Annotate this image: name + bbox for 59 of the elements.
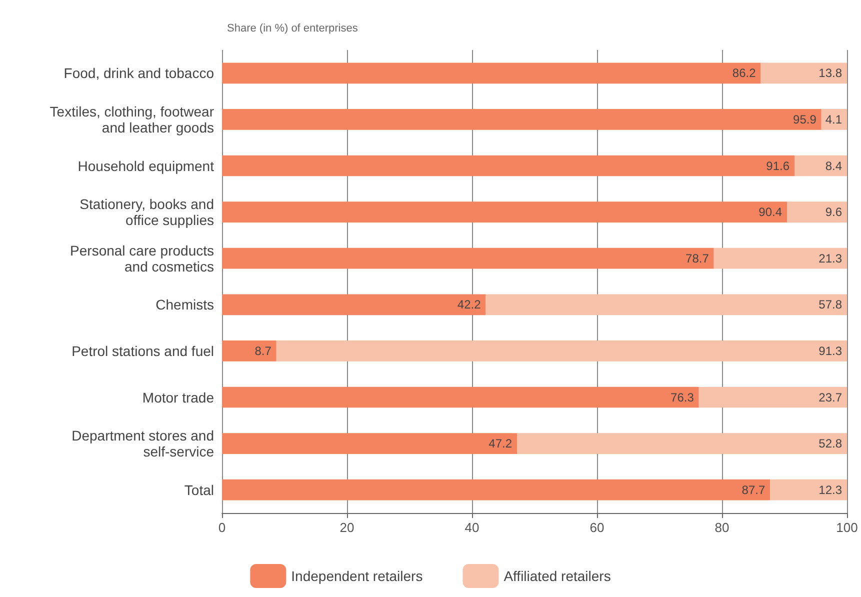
data-label: 87.7 <box>742 482 766 497</box>
x-tick-label: 100 <box>836 520 858 535</box>
data-label: 90.4 <box>758 205 782 220</box>
bar <box>222 202 787 222</box>
bar <box>770 479 847 500</box>
data-label: 76.3 <box>670 390 694 404</box>
data-label: 8.7 <box>254 344 272 358</box>
bar <box>698 386 847 408</box>
bar <box>787 202 847 222</box>
bar <box>222 248 714 269</box>
chart-subtitle: Share (in %) of enterprises <box>227 22 358 34</box>
y-tick-label: Stationery, books and office supplies <box>80 196 214 228</box>
y-tick-label: Chemists <box>156 296 214 313</box>
data-label: 13.8 <box>818 66 842 80</box>
bar <box>714 248 847 269</box>
bar <box>222 340 276 362</box>
data-label: 23.7 <box>818 390 842 404</box>
data-label: 12.3 <box>818 482 842 497</box>
data-label: 86.2 <box>732 66 756 80</box>
bar <box>486 294 847 316</box>
data-label: 4.1 <box>825 112 842 126</box>
y-tick-label: Petrol stations and fuel <box>72 342 214 359</box>
data-label: 91.6 <box>766 158 790 173</box>
data-label: 8.4 <box>825 158 842 173</box>
x-tick-label: 20 <box>340 520 354 535</box>
y-tick-label: Department stores and self-service <box>72 428 214 460</box>
bar <box>517 433 847 454</box>
data-label: 42.2 <box>457 298 482 312</box>
x-tick-label: 0 <box>218 520 226 535</box>
bar <box>222 155 794 176</box>
y-tick-label: Food, drink and tobacco <box>64 65 214 82</box>
data-label: 52.8 <box>818 436 842 451</box>
y-tick-label: Personal care products and cosmetics <box>70 242 214 274</box>
data-label: 47.2 <box>488 436 512 451</box>
x-tick-label: 60 <box>590 520 604 535</box>
legend-label: Independent retailers <box>291 568 423 584</box>
bar <box>222 294 486 316</box>
data-label: 9.6 <box>825 205 842 220</box>
y-tick-label: Textiles, clothing, footwear and leather goods <box>50 103 214 136</box>
data-label: 95.9 <box>793 112 817 126</box>
y-tick-label: Total <box>184 482 214 498</box>
bar <box>222 386 699 408</box>
bar <box>222 109 822 130</box>
bar <box>794 155 847 176</box>
data-label: 21.3 <box>818 251 842 266</box>
x-tick-label: 40 <box>464 520 480 535</box>
y-tick-label: Household equipment <box>78 158 214 174</box>
bar <box>222 433 517 454</box>
bar <box>222 479 770 500</box>
data-label: 78.7 <box>686 251 710 266</box>
data-label: 91.3 <box>818 344 842 358</box>
bar <box>222 62 761 84</box>
bar <box>276 340 847 362</box>
x-tick-label: 80 <box>714 520 730 535</box>
bar <box>821 109 847 130</box>
bar <box>760 62 847 84</box>
y-tick-label: Motor trade <box>142 389 214 406</box>
data-label: 57.8 <box>818 298 842 312</box>
legend-label: Affiliated retailers <box>504 568 611 584</box>
